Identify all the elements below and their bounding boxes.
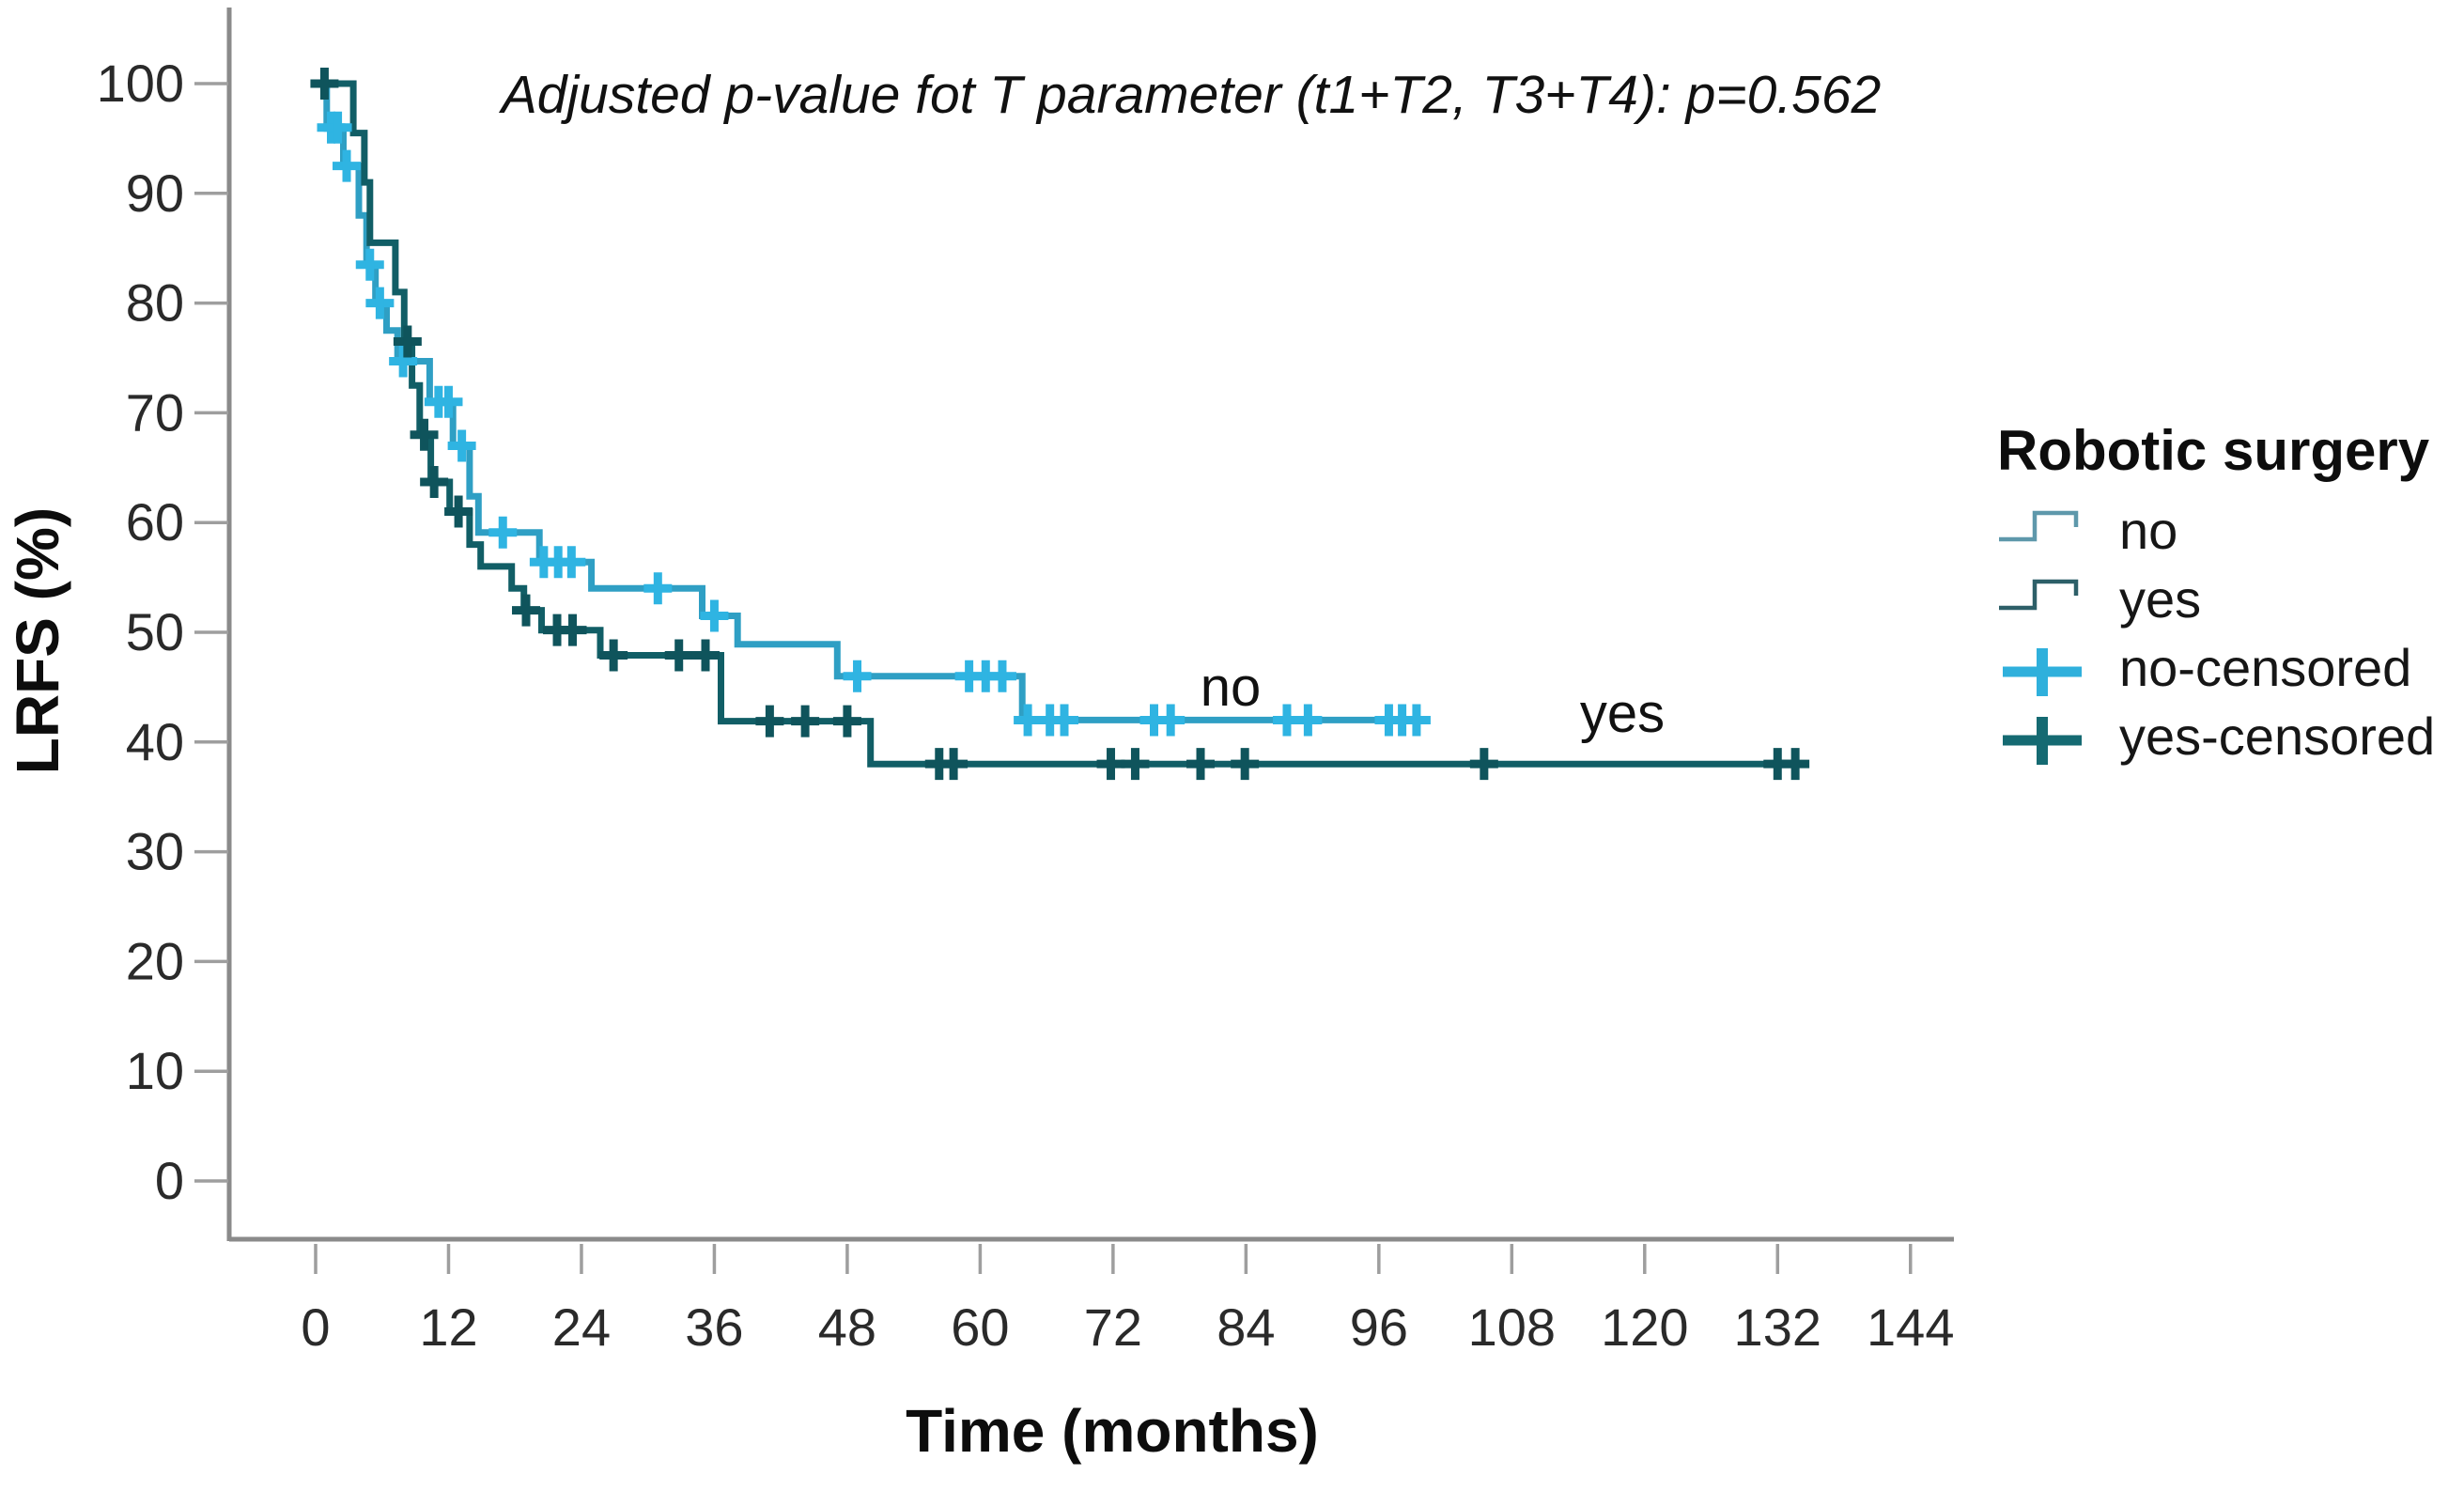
x-tick-label: 36	[685, 1297, 743, 1357]
y-tick-label: 70	[126, 382, 184, 442]
survival-curves	[310, 68, 1810, 781]
legend-items: no yes no-censored yes-censored	[1999, 501, 2435, 766]
x-tick-label: 120	[1601, 1297, 1688, 1357]
x-tick-label: 24	[552, 1297, 611, 1357]
legend-item-label: no	[2119, 501, 2177, 560]
x-tick-label: 60	[951, 1297, 1009, 1357]
legend-item-label: no-censored	[2119, 638, 2411, 697]
x-tick-label: 132	[1734, 1297, 1821, 1357]
y-axis-ticks: 0 10 20 30 40 50 60 70 80 90 100	[97, 54, 228, 1210]
x-tick-label: 12	[419, 1297, 477, 1357]
x-tick-label: 84	[1217, 1297, 1275, 1357]
y-tick-label: 80	[126, 273, 184, 333]
chart-title: Adjusted p-value fot T parameter (t1+T2,…	[499, 65, 1882, 125]
km-curve-no	[316, 80, 1427, 723]
x-tick-label: 72	[1084, 1297, 1142, 1357]
curve-label-no: no	[1201, 657, 1262, 718]
legend-item-label: yes	[2119, 569, 2201, 629]
y-tick-label: 50	[126, 602, 184, 661]
y-tick-label: 100	[97, 54, 184, 113]
censor-marks-yes	[310, 68, 1810, 781]
legend-item-label: yes-censored	[2119, 707, 2435, 766]
x-tick-label: 48	[818, 1297, 876, 1357]
y-tick-label: 10	[126, 1041, 184, 1100]
curve-label-yes: yes	[1580, 683, 1665, 744]
y-tick-label: 20	[126, 931, 184, 990]
x-tick-label: 0	[301, 1297, 330, 1357]
y-tick-label: 0	[155, 1151, 184, 1210]
censor-marks-no	[317, 111, 1431, 737]
x-tick-label: 96	[1350, 1297, 1408, 1357]
x-tick-label: 144	[1867, 1297, 1954, 1357]
axes	[226, 8, 1954, 1242]
km-curve-yes	[316, 80, 1806, 768]
legend-step-icon	[1999, 510, 2079, 542]
y-tick-label: 30	[126, 822, 184, 881]
x-axis-ticks: 0 12 24 36 48 60 72 84 96 108 120 132 144	[301, 1244, 1954, 1357]
y-tick-label: 90	[126, 163, 184, 223]
x-tick-label: 108	[1468, 1297, 1556, 1357]
legend-step-icon	[1999, 579, 2079, 611]
legend: Robotic surgery no yes no-censored yes-cens…	[1997, 419, 2435, 766]
y-axis-title: LRFS (%)	[4, 507, 71, 774]
legend-title: Robotic surgery	[1997, 419, 2430, 482]
y-tick-label: 60	[126, 492, 184, 551]
x-axis-title: Time (months)	[906, 1397, 1319, 1465]
y-tick-label: 40	[126, 712, 184, 771]
